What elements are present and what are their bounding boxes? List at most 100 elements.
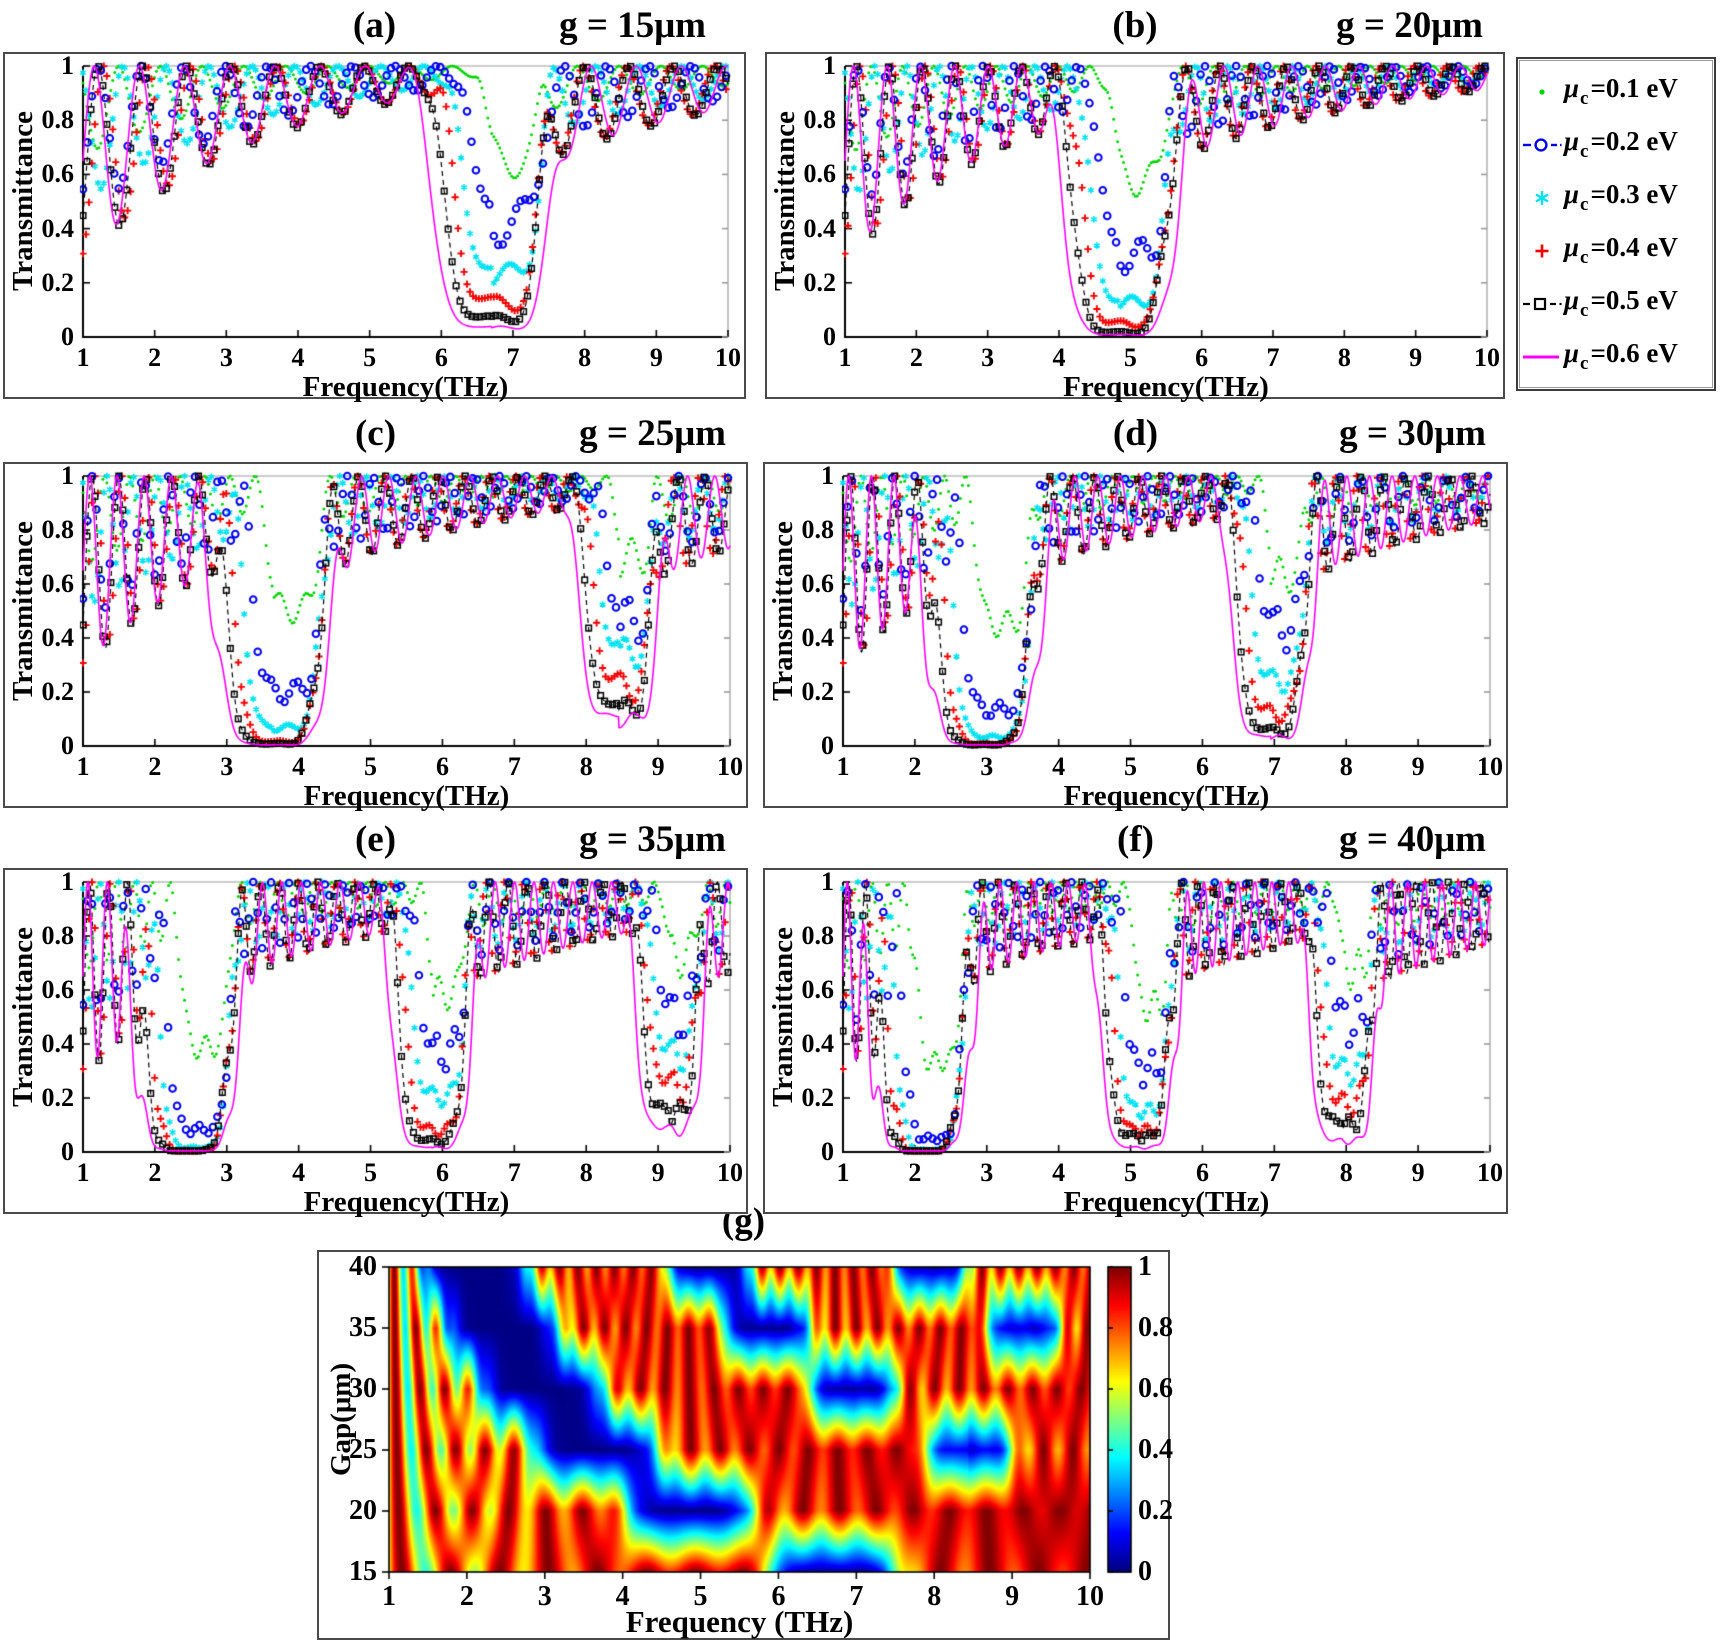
panel-d-canvas bbox=[765, 464, 1506, 806]
x-tick-label: 1 bbox=[838, 343, 852, 372]
x-tick-label: 4 bbox=[292, 1158, 306, 1187]
x-tick-label: 9 bbox=[1409, 343, 1423, 372]
panel-f-gap-label: g = 40μm bbox=[1339, 819, 1486, 860]
x-tick-label: 2 bbox=[148, 752, 162, 781]
x-tick-label: 10 bbox=[717, 1158, 743, 1187]
x-tick-label: 3 bbox=[220, 1158, 234, 1187]
y-tick-label: 0.8 bbox=[41, 921, 75, 950]
x-tick-label: 7 bbox=[1267, 1158, 1281, 1187]
y-tick-label: 0.8 bbox=[801, 921, 835, 950]
panel-d-title: (d) g = 30μm bbox=[763, 412, 1508, 455]
colorbar-tick-label: 1 bbox=[1138, 1251, 1152, 1282]
panel-a-canvas bbox=[5, 54, 744, 397]
y-tick-label: 0 bbox=[61, 731, 74, 760]
y-tick-label: 0.6 bbox=[803, 159, 837, 189]
x-tick-label: 1 bbox=[76, 1158, 90, 1187]
x-tick-label: 4 bbox=[291, 343, 305, 372]
panel-d-plot: Transmittance Frequency(THz) 1 2 3 4 5 6 7 8 9 10… bbox=[763, 462, 1508, 812]
panel-b-label: (b) bbox=[1112, 5, 1158, 46]
y-tick-label: 0.8 bbox=[41, 105, 75, 135]
panel-f-title: (f) g = 40μm bbox=[763, 818, 1508, 861]
y-tick-label: 1 bbox=[61, 461, 74, 490]
x-tick-label: 9 bbox=[1411, 752, 1425, 781]
legend-item-mu-0.4ev: μc=0.4 eV bbox=[1522, 232, 1714, 269]
y-tick-label: 0.4 bbox=[801, 1029, 835, 1058]
x-tick-label: 1 bbox=[836, 752, 850, 781]
heatmap-x-tick-label: 2 bbox=[459, 1581, 474, 1612]
x-tick-label: 5 bbox=[1124, 752, 1138, 781]
x-tick-label: 2 bbox=[148, 1158, 162, 1187]
panel-a-gap-label: g = 15μm bbox=[559, 5, 706, 46]
y-tick-label: 0.2 bbox=[801, 1083, 835, 1112]
colorbar-tick-label: 0.6 bbox=[1138, 1373, 1173, 1404]
heatmap-x-tick-label: 9 bbox=[1005, 1581, 1020, 1612]
y-tick-label: 0.6 bbox=[801, 569, 835, 598]
panel-e-canvas bbox=[5, 870, 746, 1212]
x-tick-label: 4 bbox=[292, 752, 306, 781]
x-tick-label: 5 bbox=[1123, 343, 1137, 372]
panel-f-plot: Transmittance Frequency(THz) 1 2 3 4 5 6 7 8 9 10… bbox=[763, 868, 1508, 1218]
legend-marker-asterisk-icon bbox=[1522, 187, 1564, 209]
y-tick-label: 0 bbox=[61, 322, 74, 351]
heatmap-x-tick-label: 5 bbox=[693, 1581, 708, 1612]
panel-b-x-axis-label: Frequency(THz) bbox=[1063, 371, 1269, 403]
y-tick-label: 0.8 bbox=[801, 515, 835, 544]
x-tick-label: 4 bbox=[1052, 343, 1066, 372]
x-tick-label: 5 bbox=[364, 752, 378, 781]
colorbar-tick-label: 0.2 bbox=[1138, 1495, 1173, 1526]
x-tick-label: 5 bbox=[1124, 1158, 1138, 1187]
panel-c-gap-label: g = 25μm bbox=[579, 413, 726, 454]
x-tick-label: 1 bbox=[836, 1158, 850, 1187]
y-tick-label: 0.6 bbox=[41, 159, 75, 189]
heatmap-x-tick-label: 8 bbox=[927, 1581, 942, 1612]
x-tick-label: 4 bbox=[1052, 752, 1066, 781]
panel-g-heatmap: Gap(μm) Frequency (THz) 1 2 3 4 5 6 7 8 9 10 40 35 3… bbox=[317, 1250, 1173, 1640]
panel-f-x-axis-label: Frequency(THz) bbox=[1063, 1186, 1270, 1218]
x-tick-label: 6 bbox=[1195, 1158, 1209, 1187]
legend-item-mu-0.1ev: μc=0.1 eV bbox=[1522, 73, 1714, 110]
legend-item-mu-0.5ev: μc=0.5 eV bbox=[1522, 285, 1714, 322]
panel-d-gap-label: g = 30μm bbox=[1339, 413, 1486, 454]
x-tick-label: 2 bbox=[909, 343, 923, 372]
x-tick-label: 8 bbox=[579, 752, 593, 781]
x-tick-label: 8 bbox=[1339, 1158, 1353, 1187]
y-tick-label: 1 bbox=[61, 51, 74, 80]
panel-b-canvas bbox=[767, 54, 1503, 397]
y-tick-label: 0 bbox=[821, 1137, 834, 1166]
x-tick-label: 6 bbox=[1195, 752, 1209, 781]
x-tick-label: 9 bbox=[1411, 1158, 1425, 1187]
panel-c-x-axis-label: Frequency(THz) bbox=[303, 780, 510, 812]
y-tick-label: 0.8 bbox=[41, 515, 75, 544]
legend-label: μc=0.5 eV bbox=[1564, 285, 1678, 321]
heatmap-y-tick-label: 15 bbox=[349, 1556, 377, 1587]
x-tick-label: 5 bbox=[364, 1158, 378, 1187]
x-tick-label: 8 bbox=[1339, 752, 1353, 781]
legend-label: μc=0.6 eV bbox=[1564, 338, 1678, 374]
heatmap-y-tick-label: 25 bbox=[349, 1434, 377, 1465]
panel-f-canvas bbox=[765, 870, 1506, 1212]
colorbar-tick-label: 0.8 bbox=[1138, 1312, 1173, 1343]
legend-box: μc=0.1 eV μc=0.2 eV bbox=[1516, 57, 1716, 391]
panel-d-label: (d) bbox=[1112, 413, 1159, 454]
y-tick-label: 0.2 bbox=[41, 267, 75, 297]
heatmap-x-tick-label: 1 bbox=[382, 1581, 396, 1612]
heatmap-x-tick-label: 3 bbox=[537, 1581, 552, 1612]
panel-a-x-axis-label: Frequency(THz) bbox=[302, 371, 509, 403]
y-tick-label: 0 bbox=[821, 731, 834, 760]
panel-e-gap-label: g = 35μm bbox=[579, 819, 726, 860]
x-tick-label: 7 bbox=[507, 752, 521, 781]
x-tick-label: 6 bbox=[1195, 343, 1209, 372]
x-tick-label: 1 bbox=[76, 752, 90, 781]
x-tick-label: 3 bbox=[219, 343, 233, 372]
x-tick-label: 8 bbox=[1337, 343, 1351, 372]
x-tick-label: 2 bbox=[908, 1158, 922, 1187]
panel-f-label: (f) bbox=[1117, 819, 1154, 860]
y-tick-label: 0.2 bbox=[803, 267, 837, 297]
y-tick-label: 0.2 bbox=[41, 677, 75, 706]
x-tick-label: 2 bbox=[148, 343, 162, 372]
y-tick-label: 0.8 bbox=[803, 105, 837, 135]
y-tick-label: 0 bbox=[61, 1137, 74, 1166]
legend-item-mu-0.6ev: μc=0.6 eV bbox=[1522, 338, 1714, 375]
x-tick-label: 9 bbox=[651, 1158, 665, 1187]
